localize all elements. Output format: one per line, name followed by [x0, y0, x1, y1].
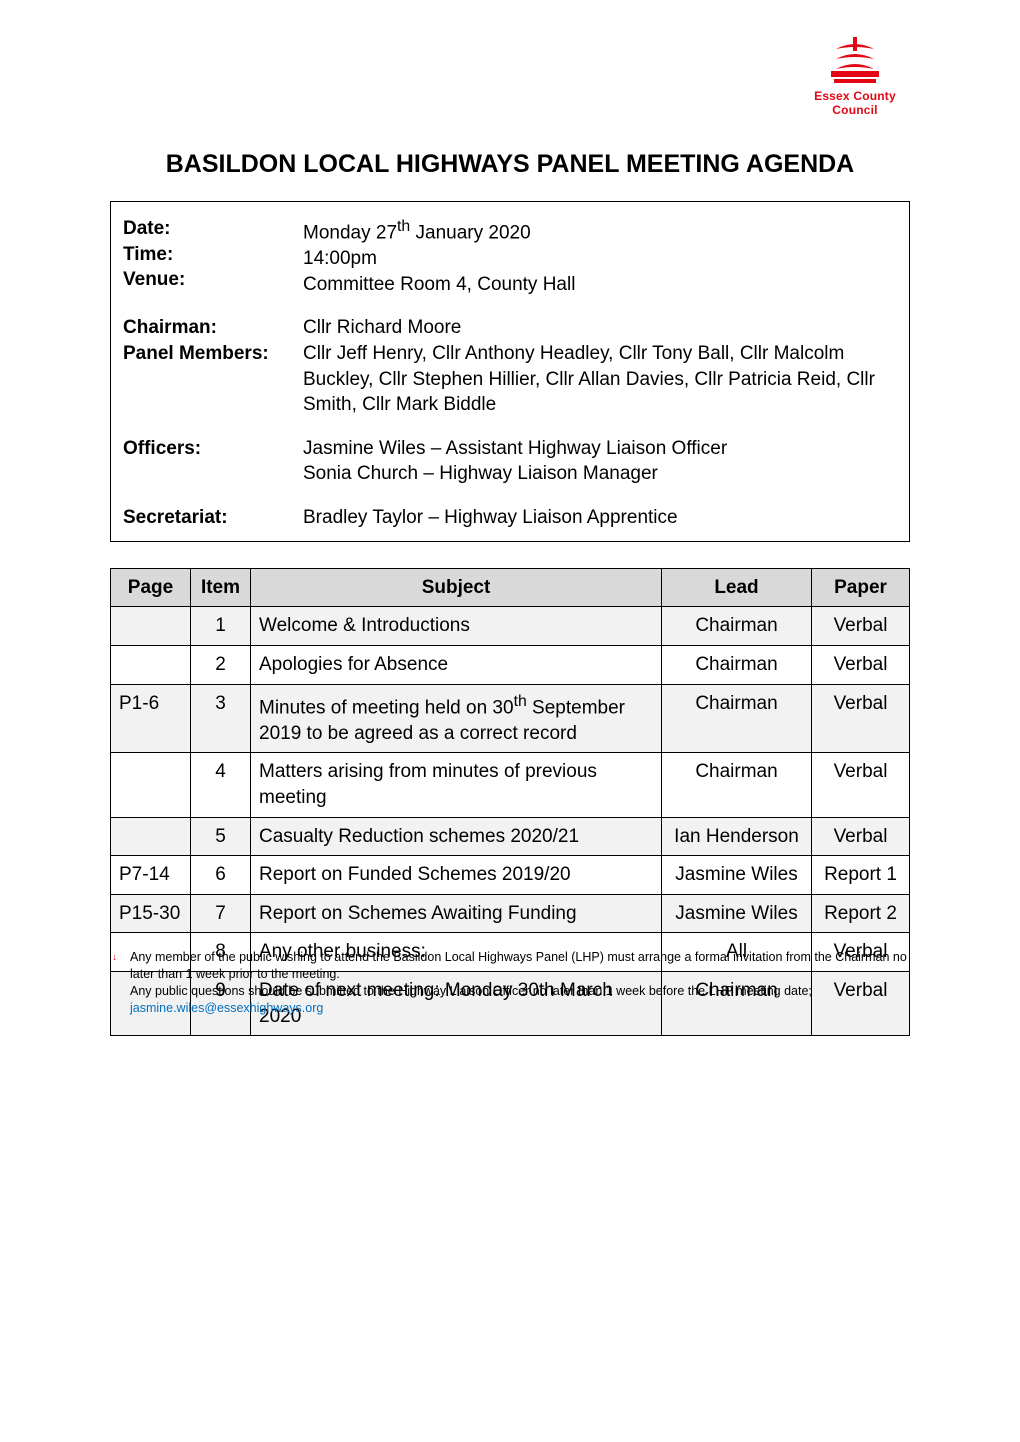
col-page: Page — [111, 568, 191, 607]
cell-paper: Report 2 — [812, 894, 910, 933]
cell-lead: Chairman — [662, 646, 812, 685]
footnote-line1: Any member of the public wishing to atte… — [130, 950, 907, 981]
cell-item: 6 — [191, 856, 251, 895]
footnote-arrow-icon: ↓ — [112, 951, 117, 965]
footnote: ↓ Any member of the public wishing to at… — [130, 949, 910, 1017]
council-logo: Essex County Council — [790, 35, 920, 117]
table-row: 2 Apologies for Absence Chairman Verbal — [111, 646, 910, 685]
table-row: P1-6 3 Minutes of meeting held on 30th S… — [111, 684, 910, 753]
council-logo-icon — [830, 35, 880, 85]
cell-item: 7 — [191, 894, 251, 933]
col-lead: Lead — [662, 568, 812, 607]
cell-paper: Verbal — [812, 753, 910, 817]
cell-item: 4 — [191, 753, 251, 817]
page-title: BASILDON LOCAL HIGHWAYS PANEL MEETING AG… — [110, 150, 910, 179]
col-subject: Subject — [251, 568, 662, 607]
table-row: 1 Welcome & Introductions Chairman Verba… — [111, 607, 910, 646]
panel-members-value: Cllr Jeff Henry, Cllr Anthony Headley, C… — [303, 341, 897, 418]
cell-lead: Chairman — [662, 753, 812, 817]
cell-subject: Welcome & Introductions — [251, 607, 662, 646]
time-label: Time: — [123, 242, 303, 268]
cell-item: 2 — [191, 646, 251, 685]
table-row: P7-14 6 Report on Funded Schemes 2019/20… — [111, 856, 910, 895]
cell-item: 5 — [191, 817, 251, 856]
cell-paper: Verbal — [812, 684, 910, 753]
meeting-meta-table: Date: Time: Venue: Monday 27th January 2… — [123, 216, 897, 531]
date-value: Monday 27th January 2020 — [303, 216, 897, 246]
cell-subject: Report on Funded Schemes 2019/20 — [251, 856, 662, 895]
secretariat-label: Secretariat: — [123, 505, 303, 531]
cell-page: P15-30 — [111, 894, 191, 933]
table-row: 4 Matters arising from minutes of previo… — [111, 753, 910, 817]
cell-paper: Verbal — [812, 817, 910, 856]
cell-subject: Report on Schemes Awaiting Funding — [251, 894, 662, 933]
time-value: 14:00pm — [303, 246, 897, 272]
chairman-value: Cllr Richard Moore — [303, 315, 897, 341]
cell-subject: Apologies for Absence — [251, 646, 662, 685]
cell-paper: Report 1 — [812, 856, 910, 895]
cell-lead: Ian Henderson — [662, 817, 812, 856]
officers-label: Officers: — [123, 436, 303, 462]
table-row: P15-30 7 Report on Schemes Awaiting Fund… — [111, 894, 910, 933]
cell-page: P7-14 — [111, 856, 191, 895]
footnote-email-link[interactable]: jasmine.wiles@essexhighways.org — [130, 1001, 323, 1015]
panel-members-label: Panel Members: — [123, 341, 303, 367]
cell-subject: Minutes of meeting held on 30th Septembe… — [251, 684, 662, 753]
cell-lead: Jasmine Wiles — [662, 894, 812, 933]
table-row: 5 Casualty Reduction schemes 2020/21 Ian… — [111, 817, 910, 856]
cell-page — [111, 607, 191, 646]
cell-item: 1 — [191, 607, 251, 646]
venue-value: Committee Room 4, County Hall — [303, 272, 897, 298]
chairman-label: Chairman: — [123, 315, 303, 341]
secretariat-value: Bradley Taylor – Highway Liaison Apprent… — [303, 505, 897, 531]
venue-label: Venue: — [123, 267, 303, 293]
meeting-meta-box: Date: Time: Venue: Monday 27th January 2… — [110, 201, 910, 542]
cell-subject: Casualty Reduction schemes 2020/21 — [251, 817, 662, 856]
cell-page — [111, 646, 191, 685]
cell-item: 3 — [191, 684, 251, 753]
cell-lead: Chairman — [662, 684, 812, 753]
page-root: Essex County Council BASILDON LOCAL HIGH… — [0, 0, 1020, 1076]
cell-paper: Verbal — [812, 646, 910, 685]
cell-lead: Chairman — [662, 607, 812, 646]
footnote-line2: Any public questions should be submitted… — [130, 984, 812, 998]
col-paper: Paper — [812, 568, 910, 607]
cell-subject: Matters arising from minutes of previous… — [251, 753, 662, 817]
cell-page — [111, 753, 191, 817]
cell-lead: Jasmine Wiles — [662, 856, 812, 895]
cell-paper: Verbal — [812, 607, 910, 646]
date-label: Date: — [123, 216, 303, 242]
officers-value: Jasmine Wiles – Assistant Highway Liaiso… — [303, 436, 897, 487]
cell-page — [111, 817, 191, 856]
col-item: Item — [191, 568, 251, 607]
cell-page: P1-6 — [111, 684, 191, 753]
council-logo-text: Essex County Council — [790, 89, 920, 117]
agenda-header-row: Page Item Subject Lead Paper — [111, 568, 910, 607]
